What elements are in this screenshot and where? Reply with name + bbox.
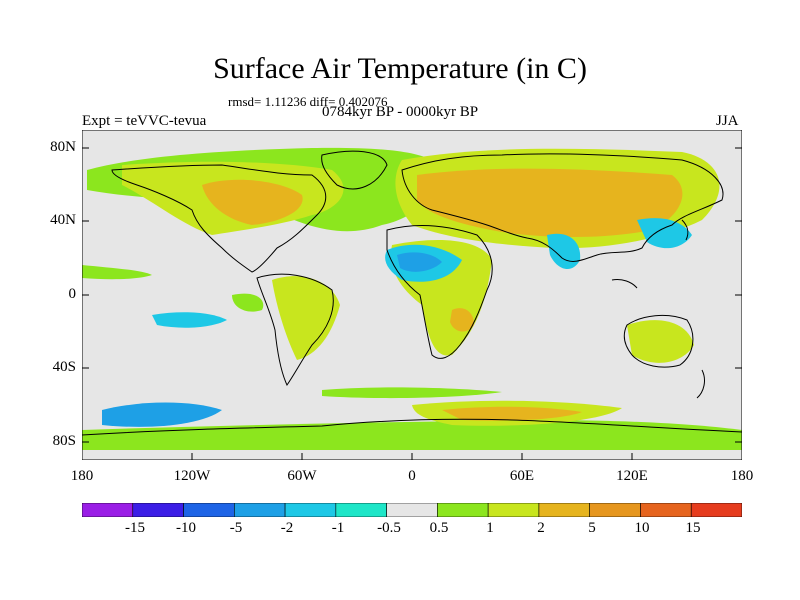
colorbar-label: -10 [176,520,196,536]
colorbar-label: 15 [685,520,701,536]
coastline [111,164,327,273]
stats-text: rmsd= 1.11236 diff= 0.402076 [228,94,388,109]
colorbar-label: 5 [588,520,596,536]
anomaly-region [397,252,442,272]
experiment-label: Expt = teVVC-tevua [82,113,207,129]
anomaly-region [152,312,227,328]
lat-tick-label: 80S [52,433,76,449]
lon-tick-label: 180 [70,468,94,484]
coastline [401,153,724,262]
colorbar-swatch [640,503,692,517]
anomaly-region [82,265,152,280]
colorbar-swatch [183,503,235,517]
colorbar-swatch [386,503,438,517]
colorbar-swatch [690,503,742,517]
coastline [623,315,694,368]
season-label: JJA [716,113,739,129]
lat-tick-label: 40N [50,212,76,228]
lon-tick-label: 0 [408,468,416,484]
anomaly-region [82,420,742,450]
lat-tick-label: 40S [52,359,76,375]
lon-tick-label: 60E [509,468,535,484]
colorbar-swatch [82,503,134,517]
coastline [681,219,689,241]
colorbar-label: -1 [331,520,345,536]
colorbar-swatch [335,503,387,517]
colorbar-label: 0.5 [429,520,449,536]
lat-tick-label: 80N [50,139,76,155]
colorbar-label: -2 [280,520,294,536]
colorbar-swatch [234,503,286,517]
anomaly-region [102,402,222,427]
anomaly-region [417,168,683,237]
colorbar-label: -5 [229,520,243,536]
lat-ticks [82,147,742,443]
anomaly-region [272,276,340,360]
anomaly-region [232,293,264,312]
coastline [696,369,705,399]
colorbar-swatch [284,503,337,517]
colorbar-swatch [437,503,489,517]
colorbar-label: 1 [486,520,494,536]
period-text: 0784kyr BP - 0000kyr BP [322,104,479,120]
world-map [82,130,742,460]
anomaly-region [547,233,581,270]
lon-tick-label: 120W [173,468,211,484]
coastline [82,418,742,436]
coastline [611,279,638,289]
anomaly-region [637,218,692,249]
lon-tick-label: 120E [616,468,648,484]
coastline [256,273,334,386]
anomaly-region [322,387,502,399]
colorbar-swatch [132,503,184,517]
colorbar-label: 2 [537,520,545,536]
page-title: Surface Air Temperature (in C) [213,52,587,85]
colorbar-swatch [589,503,641,517]
temperature-anomaly-fields [82,147,742,450]
colorbar-label: -0.5 [377,520,401,536]
lon-ticks [191,453,633,460]
lon-tick-label: 180 [730,468,754,484]
coastline [386,224,493,359]
colorbar-label: -15 [125,520,145,536]
lon-tick-label: 60W [287,468,317,484]
coastlines [82,150,742,436]
colorbar-swatch [538,503,590,517]
coastline [321,150,388,190]
colorbar-label: 10 [634,520,650,536]
colorbar [82,503,742,517]
colorbar-swatch [487,503,540,517]
anomaly-region [450,308,474,332]
lat-tick-label: 0 [68,286,77,302]
anomaly-region [442,406,582,421]
anomaly-region [202,179,303,225]
anomaly-region [627,320,694,363]
